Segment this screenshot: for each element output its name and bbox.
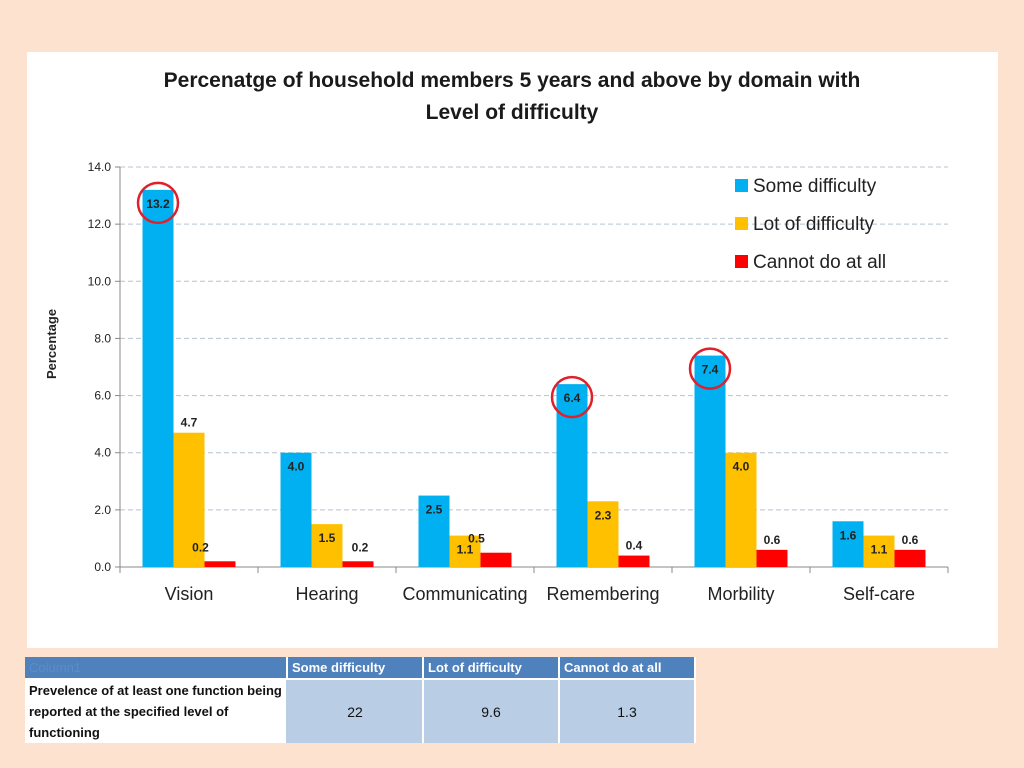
data-label-remembering-cannot-do-at-all: 0.4 [626,539,643,553]
bar-communicating-some-difficulty [418,495,450,567]
y-tick-label: 14.0 [88,160,112,174]
x-tick-label-communicating: Communicating [402,584,527,604]
data-label-communicating-lot-of-difficulty: 1.1 [457,543,474,557]
bar-hearing-lot-of-difficulty [311,524,343,567]
data-label-remembering-lot-of-difficulty: 2.3 [595,508,612,522]
highlight-circles [136,181,732,419]
table-header-row: Column1 Some difficulty Lot of difficult… [25,657,696,680]
bar-remembering-some-difficulty [556,384,588,567]
table-header-some-difficulty: Some difficulty [287,657,424,680]
highlight-circle-morbility [688,347,732,390]
bar-vision-some-difficulty [142,189,174,567]
y-tick-label: 10.0 [88,274,112,288]
x-tick-label-self-care: Self-care [843,584,915,604]
table-row: Prevelence of at least one function bein… [25,679,696,743]
y-tick-label: 12.0 [88,217,112,231]
data-label-morbility-lot-of-difficulty: 4.0 [733,460,750,474]
summary-table: Column1 Some difficulty Lot of difficult… [25,657,696,743]
legend-swatch-some-difficulty [735,179,748,192]
bar-remembering-lot-of-difficulty [587,501,619,567]
y-axis-label: Percentage [44,309,59,379]
gridlines [120,166,948,511]
data-label-vision-cannot-do-at-all: 0.2 [192,540,209,554]
data-label-morbility-cannot-do-at-all: 0.6 [764,533,781,547]
table-header-cannot-do-at-all: Cannot do at all [559,657,696,680]
bar-hearing-some-difficulty [280,452,312,567]
bar-chart: Percenatge of household members 5 years … [44,69,949,604]
legend-swatch-lot-of-difficulty [735,217,748,230]
legend: Some difficulty Lot of difficulty Cannot d… [735,176,886,273]
table-cell-lot-of-difficulty: 9.6 [423,679,560,743]
bar-vision-lot-of-difficulty [173,432,205,567]
table-header-lot-of-difficulty: Lot of difficulty [423,657,560,680]
legend-label-cannot-do-at-all: Cannot do at all [753,252,886,273]
bar-morbility-cannot-do-at-all [756,549,788,567]
bar-communicating-lot-of-difficulty [449,535,481,567]
data-labels: 13.24.70.24.01.50.22.51.10.56.42.30.47.4… [146,197,918,557]
chart-panel: Percenatge of household members 5 years … [27,52,998,648]
x-tick-label-morbility: Morbility [707,584,774,604]
legend-label-lot-of-difficulty: Lot of difficulty [753,214,875,235]
chart-title-line-1: Percenatge of household members 5 years … [164,69,861,92]
table-row-label: Prevelence of at least one function bein… [25,679,288,743]
y-tick-label: 4.0 [94,446,111,460]
table-cell-cannot-do-at-all: 1.3 [559,679,696,743]
bar-communicating-cannot-do-at-all [480,552,512,567]
bar-self-care-lot-of-difficulty [863,535,895,567]
x-tick-label-vision: Vision [165,584,214,604]
data-label-self-care-cannot-do-at-all: 0.6 [902,533,919,547]
data-label-morbility-some-difficulty: 7.4 [702,363,719,377]
y-tick-label: 6.0 [94,389,111,403]
bar-self-care-some-difficulty [832,521,864,567]
x-tick-label-remembering: Remembering [546,584,659,604]
data-label-self-care-some-difficulty: 1.6 [840,528,857,542]
table-cell-some-difficulty: 22 [287,679,424,743]
bars [142,189,926,567]
data-label-vision-lot-of-difficulty: 4.7 [181,416,198,430]
data-label-remembering-some-difficulty: 6.4 [564,391,581,405]
legend-swatch-cannot-do-at-all [735,255,748,268]
data-label-communicating-cannot-do-at-all: 0.5 [468,532,485,546]
bar-self-care-cannot-do-at-all [894,549,926,567]
highlight-circle-remembering [550,375,594,419]
axes: 0.0 2.0 4.0 6.0 8.0 10.0 12.0 14.0 Vision Hearing… [88,160,949,604]
data-label-vision-some-difficulty: 13.2 [146,197,170,211]
data-label-hearing-lot-of-difficulty: 1.5 [319,531,336,545]
bar-morbility-some-difficulty [694,355,726,567]
bar-hearing-cannot-do-at-all [342,561,374,567]
bar-morbility-lot-of-difficulty [725,452,757,567]
bar-vision-cannot-do-at-all [204,561,236,567]
highlight-circle-vision [136,181,180,225]
chart-title-line-2: Level of difficulty [426,101,599,124]
legend-label-some-difficulty: Some difficulty [753,176,877,197]
data-label-hearing-cannot-do-at-all: 0.2 [352,540,369,554]
data-label-communicating-some-difficulty: 2.5 [426,503,443,517]
y-tick-label: 0.0 [94,560,111,574]
table-corner-header: Column1 [25,657,288,680]
data-label-self-care-lot-of-difficulty: 1.1 [871,543,888,557]
x-tick-label-hearing: Hearing [295,584,358,604]
data-label-hearing-some-difficulty: 4.0 [288,460,305,474]
y-tick-label: 2.0 [94,503,111,517]
y-tick-label: 8.0 [94,331,111,345]
bar-remembering-cannot-do-at-all [618,555,650,567]
